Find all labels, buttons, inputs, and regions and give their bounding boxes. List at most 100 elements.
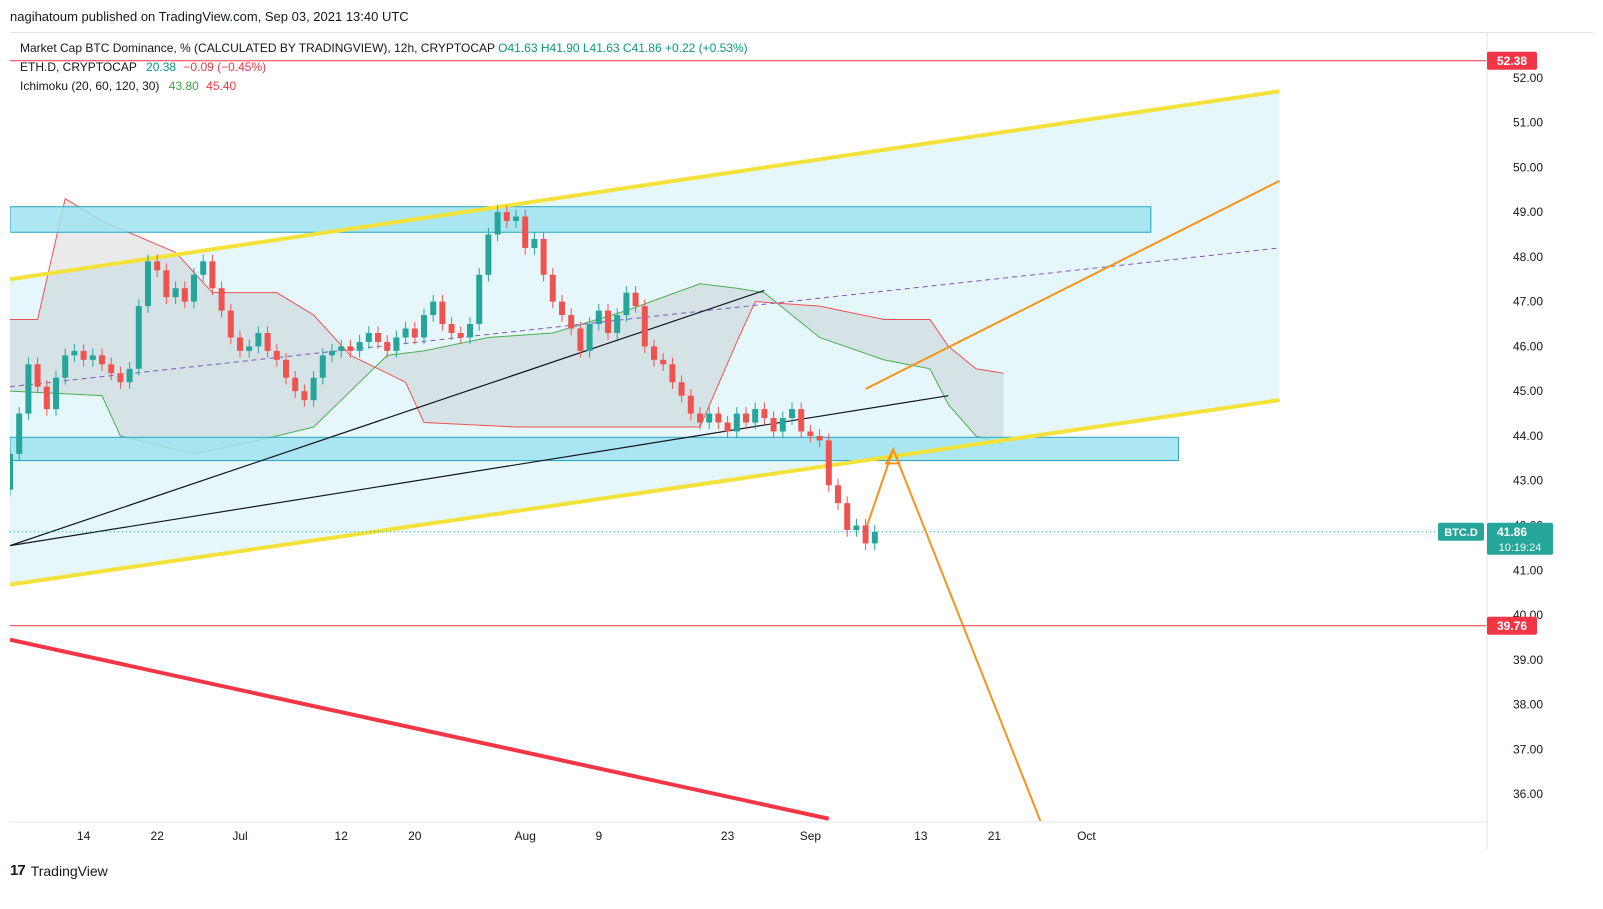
candle[interactable] (421, 308, 427, 345)
candle[interactable] (163, 263, 170, 304)
candle[interactable] (862, 518, 869, 551)
candle[interactable] (503, 205, 510, 228)
candle[interactable] (246, 339, 253, 358)
candle[interactable] (623, 285, 630, 322)
candle[interactable] (798, 402, 805, 439)
candle[interactable] (641, 299, 648, 354)
candle[interactable] (494, 205, 501, 242)
candle[interactable] (154, 254, 161, 278)
candle[interactable] (181, 281, 188, 309)
candle[interactable] (733, 406, 740, 439)
candle[interactable] (80, 344, 87, 367)
candle[interactable] (632, 285, 639, 313)
candle[interactable] (439, 294, 446, 331)
candle[interactable] (200, 254, 207, 282)
candle[interactable] (825, 433, 832, 492)
candle[interactable] (264, 326, 271, 358)
candle[interactable] (237, 330, 243, 358)
legend-eth-label[interactable]: ETH.D, CRYPTOCAP (20, 60, 137, 74)
candle[interactable] (89, 348, 96, 367)
candle[interactable] (835, 478, 841, 510)
candle[interactable] (853, 518, 860, 537)
candle[interactable] (145, 254, 151, 313)
candle[interactable] (329, 344, 335, 363)
candle[interactable] (62, 348, 69, 385)
candle[interactable] (779, 411, 786, 439)
candle[interactable] (770, 411, 777, 439)
candle[interactable] (384, 335, 391, 358)
candle[interactable] (71, 344, 78, 363)
candle[interactable] (513, 209, 519, 228)
candle[interactable] (752, 402, 759, 430)
candle[interactable] (467, 317, 473, 345)
candle[interactable] (697, 406, 703, 430)
candle[interactable] (117, 366, 124, 389)
candle[interactable] (678, 375, 685, 403)
candle[interactable] (485, 227, 492, 282)
candle[interactable] (871, 525, 878, 551)
candle[interactable] (568, 308, 575, 336)
candle[interactable] (135, 299, 142, 376)
candle[interactable] (34, 357, 41, 394)
candle[interactable] (531, 232, 538, 255)
candle[interactable] (476, 268, 483, 331)
candle[interactable] (310, 371, 317, 407)
resistance-zone-0[interactable] (10, 206, 1152, 233)
candle[interactable] (724, 415, 731, 439)
descending-red-line[interactable] (10, 637, 830, 821)
candle[interactable] (273, 344, 280, 367)
candle[interactable] (715, 406, 722, 430)
candle[interactable] (365, 326, 372, 349)
candle[interactable] (669, 357, 676, 389)
candle[interactable] (301, 384, 308, 407)
candle[interactable] (651, 339, 657, 367)
candle[interactable] (255, 326, 262, 354)
candle[interactable] (347, 339, 354, 358)
candle[interactable] (126, 362, 133, 389)
candle[interactable] (789, 402, 795, 425)
candle[interactable] (356, 335, 363, 358)
candle[interactable] (402, 321, 409, 345)
orange-rising-line[interactable] (865, 179, 1281, 390)
candle[interactable] (448, 317, 455, 340)
candle[interactable] (411, 321, 418, 345)
orange-projection-path[interactable] (864, 446, 1042, 821)
candle[interactable] (393, 330, 400, 358)
candle[interactable] (25, 357, 32, 421)
candle[interactable] (209, 254, 216, 295)
channel-median-line[interactable] (10, 247, 1280, 388)
candle[interactable] (706, 406, 713, 430)
candle[interactable] (586, 317, 593, 358)
candle[interactable] (172, 281, 179, 304)
channel-lower-line[interactable] (10, 398, 1280, 587)
candle[interactable] (807, 424, 814, 443)
candle[interactable] (549, 268, 556, 309)
candle[interactable] (16, 406, 23, 461)
candle[interactable] (660, 353, 667, 372)
candle[interactable] (108, 357, 115, 380)
resistance-zone-1[interactable] (10, 436, 1179, 462)
channel-upper-line[interactable] (10, 89, 1280, 282)
trend-line-steep[interactable] (10, 289, 765, 547)
ichimoku-span-b[interactable] (10, 197, 1004, 428)
candle[interactable] (7, 447, 13, 497)
candle[interactable] (614, 308, 621, 340)
candle[interactable] (99, 348, 105, 372)
candle[interactable] (319, 348, 326, 385)
candle[interactable] (53, 371, 59, 416)
candle[interactable] (743, 406, 749, 430)
candle[interactable] (430, 294, 437, 322)
legend-ichimoku-label[interactable]: Ichimoku (20, 60, 120, 30) (20, 79, 160, 93)
candle[interactable] (761, 402, 768, 425)
candle[interactable] (292, 371, 299, 398)
candle[interactable] (687, 388, 694, 421)
candle[interactable] (283, 353, 289, 385)
candle[interactable] (577, 321, 584, 358)
candle[interactable] (338, 339, 345, 358)
candle[interactable] (559, 294, 565, 322)
candle[interactable] (605, 303, 611, 340)
candle[interactable] (844, 496, 851, 537)
candle[interactable] (227, 303, 234, 345)
candle[interactable] (595, 303, 602, 331)
